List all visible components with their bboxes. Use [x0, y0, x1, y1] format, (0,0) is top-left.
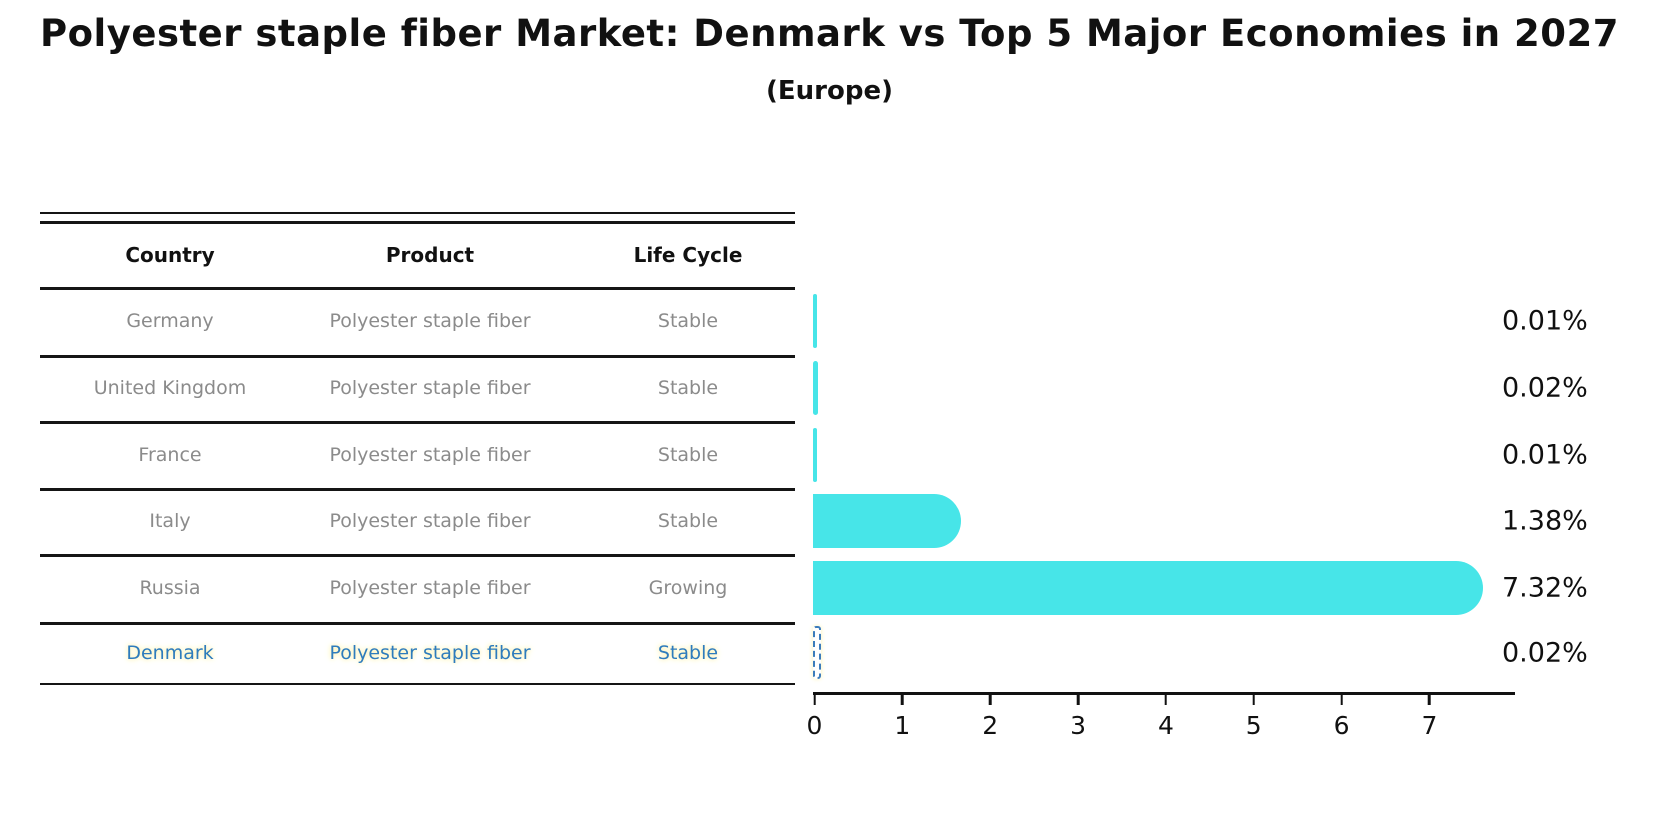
x-tick-mark-7	[1428, 695, 1431, 705]
bar-italy	[813, 494, 962, 548]
bar-united-kingdom	[813, 361, 819, 415]
table-cell-country-united-kingdom: United Kingdom	[93, 377, 247, 399]
table-row-rule	[40, 355, 795, 358]
value-label-denmark: 0.02%	[1502, 637, 1588, 668]
table-cell-life_cycle-denmark: Stable	[657, 641, 719, 664]
x-tick-mark-5	[1252, 695, 1256, 705]
x-tick-mark-0	[813, 695, 816, 705]
x-tick-label-1: 1	[894, 711, 911, 740]
table-row-rule	[40, 421, 795, 424]
x-tick-label-6: 6	[1333, 711, 1350, 740]
table-row-rule	[40, 554, 795, 557]
value-label-united-kingdom: 0.02%	[1502, 372, 1588, 404]
value-label-germany: 0.01%	[1502, 305, 1588, 337]
bar-france	[813, 427, 818, 482]
table-cell-country-france: France	[138, 443, 202, 466]
table-bottom-rule	[40, 683, 795, 685]
table-header-country: Country	[125, 243, 215, 267]
table-header-life-cycle: Life Cycle	[633, 243, 743, 267]
table-cell-product-russia: Polyester staple fiber	[329, 577, 531, 599]
x-tick-label-4: 4	[1157, 711, 1174, 740]
table-row-rule	[40, 622, 795, 625]
x-tick-label-2: 2	[982, 711, 999, 740]
table-top-rule-thin	[40, 212, 795, 214]
x-tick-mark-6	[1340, 695, 1343, 705]
bar-russia	[813, 561, 1484, 615]
bar-germany	[813, 294, 818, 348]
table-row-rule	[40, 287, 795, 290]
table-cell-product-france: Polyester staple fiber	[329, 443, 531, 466]
bar-denmark	[813, 625, 821, 679]
value-label-france: 0.01%	[1502, 439, 1588, 470]
table-header-product: Product	[385, 243, 475, 267]
table-cell-product-united-kingdom: Polyester staple fiber	[329, 377, 531, 399]
x-axis-line	[813, 692, 1515, 695]
x-tick-mark-4	[1164, 695, 1168, 705]
x-tick-mark-1	[901, 695, 904, 705]
x-tick-label-0: 0	[806, 711, 823, 740]
x-tick-label-7: 7	[1421, 711, 1438, 740]
x-tick-mark-2	[988, 695, 992, 705]
value-label-russia: 7.32%	[1502, 572, 1588, 604]
table-cell-product-denmark: Polyester staple fiber	[329, 641, 531, 664]
x-tick-mark-3	[1076, 695, 1080, 705]
table-cell-product-germany: Polyester staple fiber	[329, 310, 531, 332]
chart-title: Polyester staple fiber Market: Denmark v…	[40, 12, 1619, 55]
x-tick-label-3: 3	[1070, 711, 1086, 740]
chart-subtitle: (Europe)	[766, 76, 893, 106]
table-cell-life_cycle-united-kingdom: Stable	[657, 377, 719, 399]
value-label-italy: 1.38%	[1502, 505, 1588, 537]
table-top-rule-thick	[40, 221, 795, 224]
table-cell-product-italy: Polyester staple fiber	[329, 510, 531, 532]
table-cell-country-denmark: Denmark	[126, 641, 214, 664]
table-cell-life_cycle-france: Stable	[657, 443, 719, 466]
table-cell-life_cycle-italy: Stable	[657, 510, 719, 532]
x-tick-label-5: 5	[1245, 711, 1262, 740]
table-cell-country-russia: Russia	[139, 577, 201, 599]
table-cell-country-italy: Italy	[149, 510, 191, 532]
table-row-rule	[40, 488, 795, 491]
table-cell-life_cycle-russia: Growing	[648, 577, 728, 599]
table-cell-country-germany: Germany	[126, 310, 214, 332]
table-cell-life_cycle-germany: Stable	[657, 310, 719, 332]
